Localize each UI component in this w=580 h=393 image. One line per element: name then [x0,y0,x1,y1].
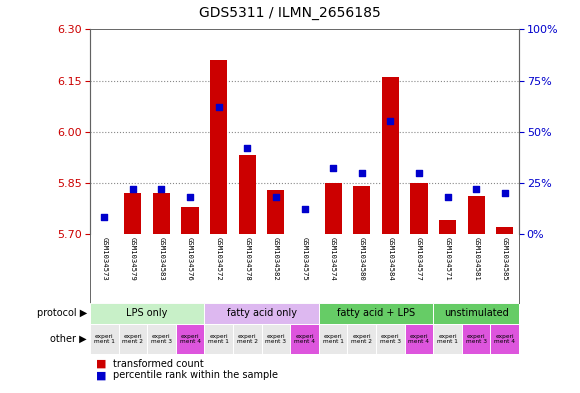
Bar [433,303,519,324]
Text: GSM1034577: GSM1034577 [416,237,422,280]
Point [300,206,309,213]
Text: protocol ▶: protocol ▶ [37,309,87,318]
Bar [118,324,147,354]
Text: GSM1034581: GSM1034581 [473,237,479,280]
Text: LPS only: LPS only [126,309,168,318]
Text: experi
ment 1: experi ment 1 [208,334,229,344]
Text: experi
ment 1: experi ment 1 [437,334,458,344]
Text: experi
ment 3: experi ment 3 [266,334,287,344]
Bar [462,324,491,354]
Bar [290,324,319,354]
Point [414,169,423,176]
Bar [382,77,399,234]
Bar [319,303,433,324]
Text: fatty acid only: fatty acid only [227,309,296,318]
Bar [439,220,456,234]
Point [271,194,281,200]
Text: transformed count: transformed count [113,358,204,369]
Text: experi
ment 2: experi ment 2 [237,334,258,344]
Point [328,165,338,172]
Bar [124,193,142,234]
Text: experi
ment 3: experi ment 3 [151,334,172,344]
Point [472,186,481,192]
Text: experi
ment 4: experi ment 4 [294,334,315,344]
Bar [376,324,405,354]
Text: experi
ment 2: experi ment 2 [122,334,143,344]
Text: GDS5311 / ILMN_2656185: GDS5311 / ILMN_2656185 [199,6,381,20]
Point [357,169,367,176]
Bar [262,324,290,354]
Text: GSM1034585: GSM1034585 [502,237,508,280]
Bar [233,324,262,354]
Text: GSM1034574: GSM1034574 [330,237,336,280]
Text: GSM1034575: GSM1034575 [302,237,307,280]
Bar [267,189,284,234]
Text: experi
ment 4: experi ment 4 [408,334,429,344]
Text: GSM1034576: GSM1034576 [187,237,193,280]
Bar [467,196,485,234]
Text: experi
ment 1: experi ment 1 [322,334,343,344]
Text: unstimulated: unstimulated [444,309,509,318]
Text: GSM1034571: GSM1034571 [444,237,451,280]
Bar [153,193,170,234]
Text: GSM1034580: GSM1034580 [358,237,365,280]
Bar [239,156,256,234]
Text: GSM1034582: GSM1034582 [273,237,279,280]
Point [443,194,452,200]
Text: experi
ment 3: experi ment 3 [380,334,401,344]
Bar [210,60,227,234]
Point [186,194,195,200]
Bar [147,324,176,354]
Text: experi
ment 1: experi ment 1 [94,334,115,344]
Bar [405,324,433,354]
Text: GSM1034578: GSM1034578 [244,237,251,280]
Point [386,118,395,125]
Text: ■: ■ [96,358,106,369]
Text: GSM1034583: GSM1034583 [158,237,165,280]
Bar [347,324,376,354]
Point [214,104,223,110]
Bar [319,324,347,354]
Bar [204,303,319,324]
Point [128,186,137,192]
Bar [491,324,519,354]
Text: GSM1034584: GSM1034584 [387,237,393,280]
Bar [433,324,462,354]
Bar [204,324,233,354]
Bar [176,324,204,354]
Bar [90,303,204,324]
Text: experi
ment 4: experi ment 4 [494,334,515,344]
Point [242,145,252,151]
Text: other ▶: other ▶ [50,334,87,344]
Point [157,186,166,192]
Text: fatty acid + LPS: fatty acid + LPS [337,309,415,318]
Text: GSM1034579: GSM1034579 [130,237,136,280]
Text: experi
ment 2: experi ment 2 [351,334,372,344]
Point [500,190,509,196]
Text: GSM1034573: GSM1034573 [101,237,107,280]
Text: percentile rank within the sample: percentile rank within the sample [113,370,278,380]
Text: experi
ment 4: experi ment 4 [180,334,201,344]
Bar [411,183,427,234]
Text: experi
ment 3: experi ment 3 [466,334,487,344]
Bar [90,324,118,354]
Text: ■: ■ [96,370,106,380]
Point [100,214,109,220]
Bar [325,183,342,234]
Bar [353,186,370,234]
Bar [496,227,513,234]
Text: GSM1034572: GSM1034572 [216,237,222,280]
Bar [182,207,198,234]
